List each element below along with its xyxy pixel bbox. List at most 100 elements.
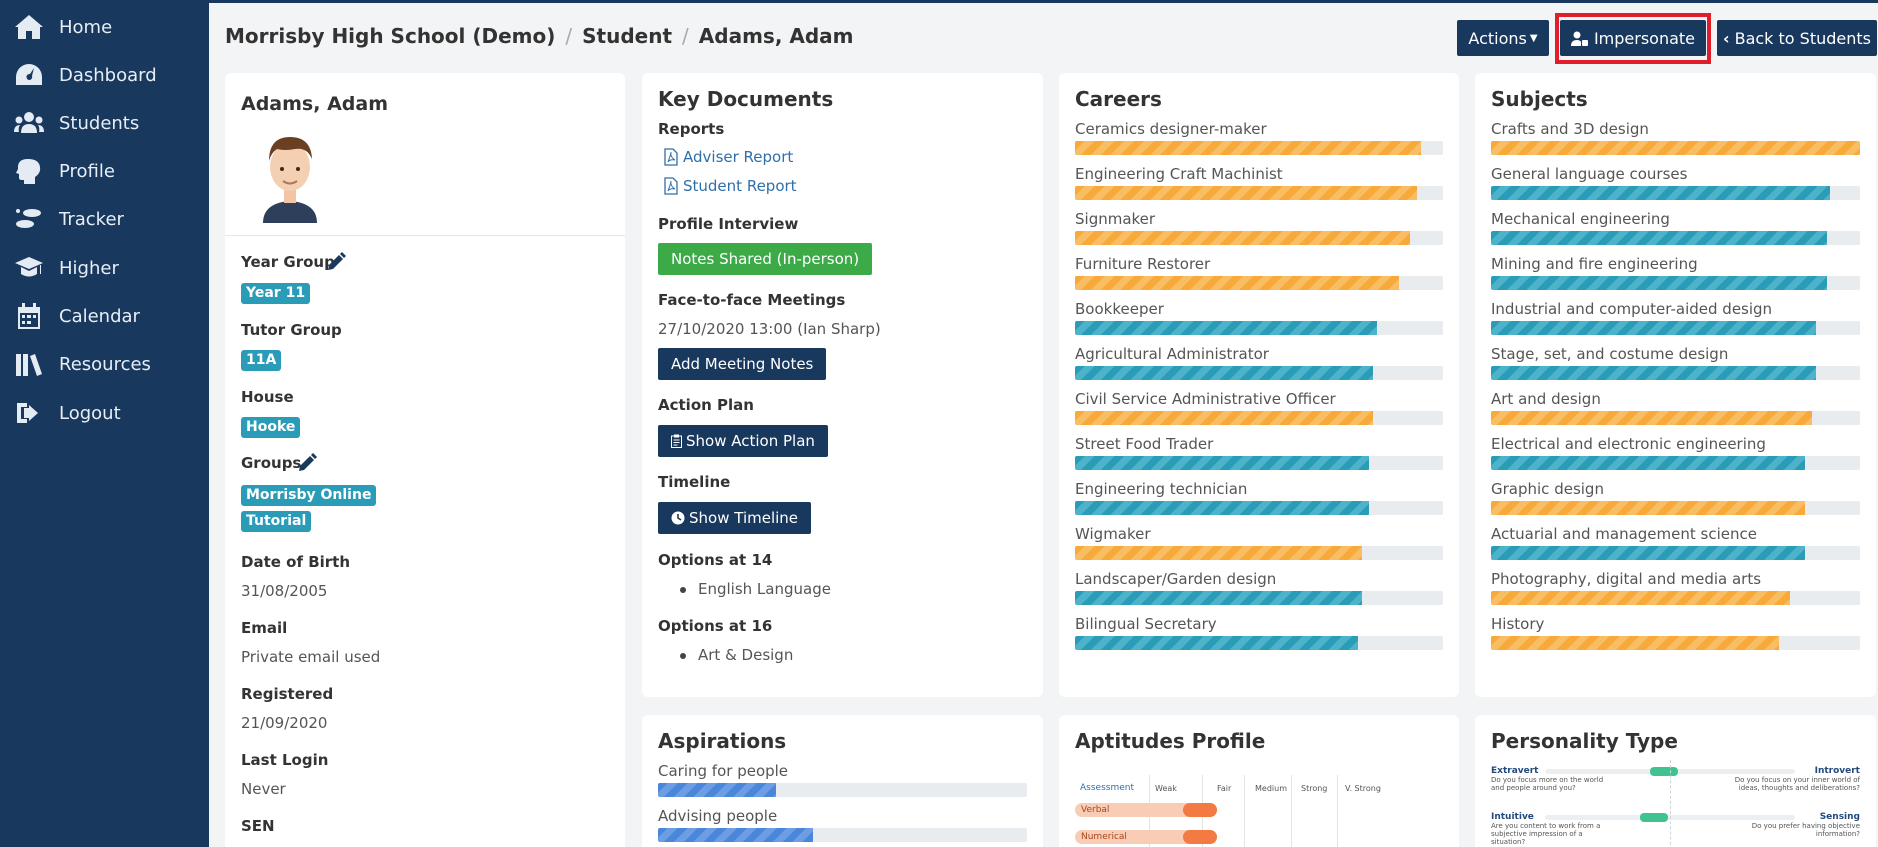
sidebar-item-dashboard[interactable]: Dashboard [0,55,209,95]
home-icon [12,12,46,42]
notes-shared-button[interactable]: Notes Shared (In-person) [658,243,873,275]
bar-label: Ceramics designer-maker [1075,120,1267,138]
bar-track [1491,141,1860,155]
pdf-file-icon [664,177,678,195]
grid-line [1337,775,1338,847]
profile-icon [12,156,46,186]
student-report-link[interactable]: Student Report [664,177,797,195]
adviser-report-link[interactable]: Adviser Report [664,148,793,166]
email-label: Email [241,619,288,637]
show-action-plan-button[interactable]: Show Action Plan [658,425,828,457]
meeting-entry[interactable]: 27/10/2020 13:00 (Ian Sharp) [658,320,881,338]
bar-track [1075,546,1443,560]
bar-fill [1075,366,1374,380]
options16-label: Options at 16 [658,617,773,635]
back-to-students-button[interactable]: ‹ Back to Students [1717,20,1877,56]
breadcrumb-student[interactable]: Student [582,24,673,48]
calendar-icon [12,301,46,331]
divider [225,235,625,236]
show-timeline-button[interactable]: Show Timeline [658,502,812,534]
aspiration-bar-fill [658,783,777,797]
meetings-label: Face-to-face Meetings [658,291,846,309]
sidebar-item-profile[interactable]: Profile [0,151,209,191]
impersonate-label: Impersonate [1593,28,1696,48]
sidebar-item-label: Home [59,16,113,38]
sidebar-item-logout[interactable]: Logout [0,393,209,433]
aptitude-header-fair: Fair [1217,784,1232,793]
group-badge: Tutorial [241,511,312,532]
edit-year-group-icon[interactable] [326,252,346,272]
personality-left-label: Intuitive [1491,812,1534,822]
show-action-plan-label: Show Action Plan [686,432,815,450]
logout-icon [12,398,46,428]
aptitude-marker [1183,803,1217,817]
bar-label: General language courses [1491,165,1688,183]
bar-fill [1075,231,1410,245]
center-line [1670,760,1671,847]
breadcrumb-school[interactable]: Morrisby High School (Demo) [225,24,556,48]
edit-groups-icon[interactable] [297,453,317,473]
aspirations-title: Aspirations [658,729,787,753]
show-timeline-label: Show Timeline [689,509,799,527]
bar-label: Industrial and computer-aided design [1491,300,1773,318]
bar-label: Crafts and 3D design [1491,120,1649,138]
bar-track [1075,141,1443,155]
bar-track [1491,456,1860,470]
bar-fill [1491,276,1827,290]
bar-fill [1075,456,1370,470]
sidebar-item-higher[interactable]: Higher [0,248,209,288]
add-meeting-notes-button[interactable]: Add Meeting Notes [658,348,827,380]
action-plan-label: Action Plan [658,396,754,414]
bar-label: Bilingual Secretary [1075,615,1217,633]
last-login-label: Last Login [241,751,329,769]
top-border [209,0,1878,3]
bar-label: Graphic design [1491,480,1604,498]
bar-label: Civil Service Administrative Officer [1075,390,1336,408]
sidebar-item-label: Students [59,112,140,134]
tutor-group-badge: 11A [241,350,282,371]
bar-label: Electrical and electronic engineering [1491,435,1766,453]
personality-left-question: Are you content to work from a subjectiv… [1491,822,1601,846]
options14-label: Options at 14 [658,551,773,569]
sidebar-item-label: Resources [59,353,151,375]
bar-fill [1075,501,1370,515]
dob-label: Date of Birth [241,553,351,571]
bar-fill [1491,186,1831,200]
grid-line [1244,775,1245,847]
sidebar-item-label: Logout [59,402,121,424]
bar-track [1075,636,1443,650]
impersonate-button[interactable]: Impersonate [1560,20,1706,56]
sidebar-item-students[interactable]: Students [0,103,209,143]
bar-fill [1491,411,1813,425]
student-report-label: Student Report [683,177,797,195]
personality-right-question: Do you focus on your inner world of idea… [1734,776,1860,792]
personality-card: Personality Type Extravert Introvert Do … [1475,715,1876,847]
sidebar-item-calendar[interactable]: Calendar [0,296,209,336]
aptitude-header-vstrong: V. Strong [1345,784,1381,793]
bar-label: Wigmaker [1075,525,1151,543]
bar-label: Landscaper/Garden design [1075,570,1277,588]
tracker-icon [12,204,46,234]
house-label: House [241,388,294,406]
student-name: Adams, Adam [241,93,388,115]
bar-track [1491,411,1860,425]
aptitude-header-strong: Strong [1301,784,1328,793]
students-icon [12,108,46,138]
actions-button[interactable]: Actions ▼ [1457,20,1549,56]
sidebar-item-resources[interactable]: Resources [0,344,209,384]
bar-label: Engineering Craft Machinist [1075,165,1283,183]
bar-track [1491,276,1860,290]
bar-label: Street Food Trader [1075,435,1214,453]
bar-label: Mining and fire engineering [1491,255,1698,273]
sidebar-item-label: Profile [59,160,115,182]
avatar [255,123,325,223]
breadcrumb: Morrisby High School (Demo) / Student / … [225,24,854,48]
bar-track [1491,591,1860,605]
aptitude-marker [1183,830,1217,844]
bar-track [1491,366,1860,380]
bar-fill [1075,591,1363,605]
sidebar-item-home[interactable]: Home [0,7,209,47]
sidebar-item-tracker[interactable]: Tracker [0,199,209,239]
group-badge: Morrisby Online [241,485,377,506]
aspiration-label: Caring for people [658,762,789,780]
